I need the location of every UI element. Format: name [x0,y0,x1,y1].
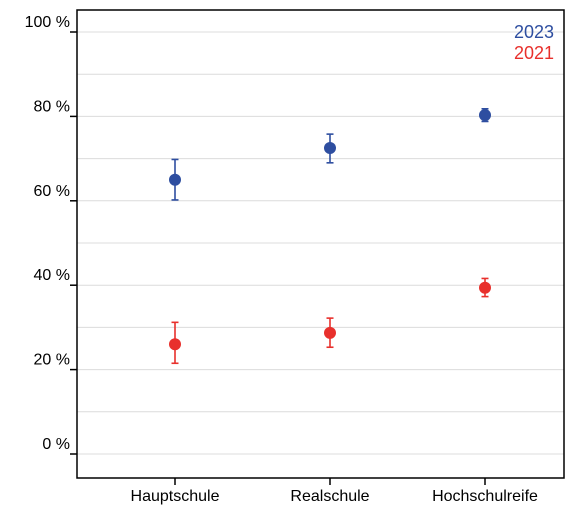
y-tick-label: 80 % [34,98,70,115]
gridlines [77,31,564,455]
point-marker [324,326,336,339]
point-marker [169,338,181,351]
y-axis: 0 % 20 % 40 % 60 % 80 % 100 % [25,14,77,455]
y-tick-label: 100 % [25,14,70,31]
legend-entry-2023: 2023 [514,22,554,42]
legend-entry-2021: 2021 [514,43,554,63]
x-tick-label: Hochschulreife [432,488,538,505]
y-tick-label: 20 % [34,352,70,369]
data-marks [169,108,491,365]
x-tick-label: Realschule [290,488,369,505]
data-point-2023-2 [479,108,491,123]
data-point-2023-1 [324,133,336,164]
point-marker [324,142,336,155]
point-marker [169,173,181,186]
data-point-2021-2 [479,277,491,298]
plot-frame [76,9,565,479]
point-marker [479,109,491,122]
y-tick-label: 40 % [34,267,70,284]
data-point-2021-1 [324,317,336,349]
point-marker [479,281,491,294]
x-tick-label: Hauptschule [131,488,220,505]
legend: 2023 2021 [514,22,554,63]
data-point-2021-0 [169,321,181,365]
data-point-2023-0 [169,158,181,201]
x-axis: Hauptschule Realschule Hochschulreife [131,478,538,505]
y-tick-label: 60 % [34,183,70,200]
y-tick-label: 0 % [42,436,70,453]
